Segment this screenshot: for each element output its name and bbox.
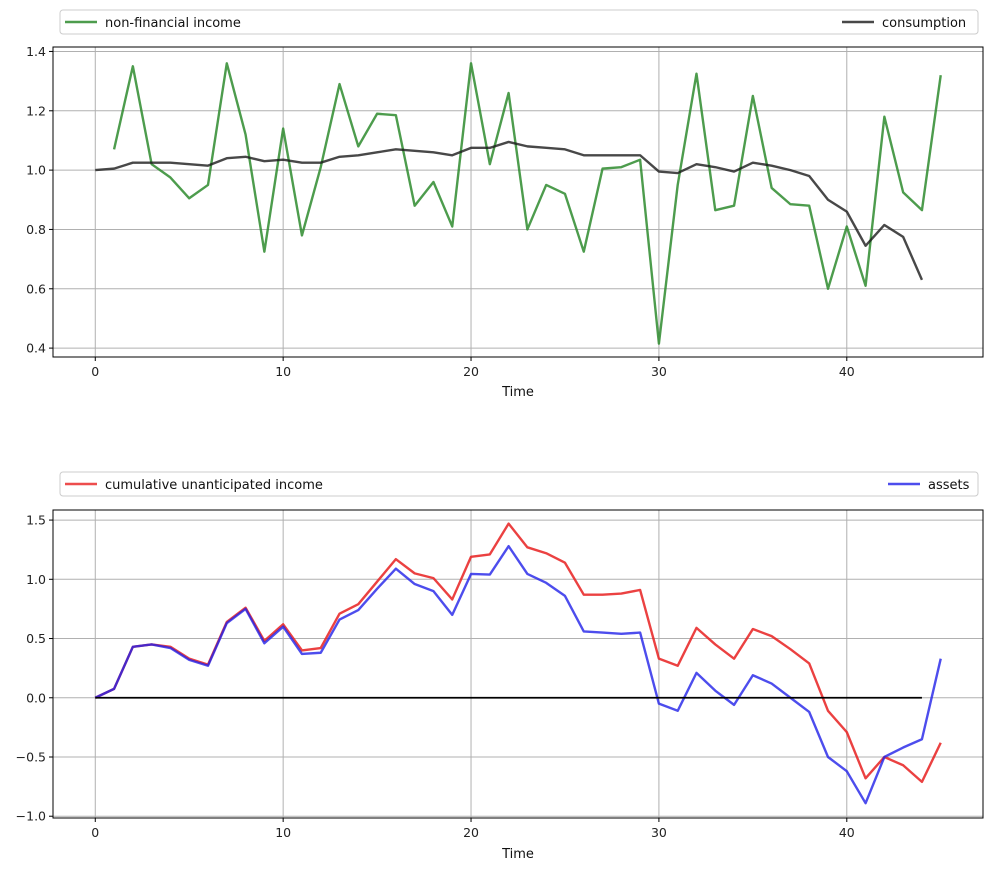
y-tick-label: 0.0	[26, 690, 46, 705]
y-tick-label: 0.5	[26, 631, 46, 646]
y-tick-label: −1.0	[16, 809, 46, 824]
y-tick-label: 1.0	[26, 163, 46, 178]
legend-label-cumulative-unanticipated-income: cumulative unanticipated income	[105, 478, 323, 493]
x-axis-title-top: Time	[501, 385, 534, 400]
unanticipated-income-assets-chart: cumulative unanticipated income assets 0…	[16, 471, 984, 862]
x-tick-label: 0	[91, 825, 99, 840]
x-tick-label: 20	[463, 825, 479, 840]
legend-top: non-financial income consumption	[59, 9, 979, 35]
y-tick-label: 1.0	[26, 572, 46, 587]
x-axis-title-bottom: Time	[501, 847, 534, 862]
ticks-bottom: 0 10 20 30 40 −1.0 −0.5 0.0 0.5 1.0 1.5	[16, 513, 855, 840]
x-tick-label: 30	[651, 825, 667, 840]
legend-label-consumption: consumption	[882, 16, 966, 31]
x-tick-label: 20	[463, 364, 479, 379]
x-tick-label: 10	[275, 364, 291, 379]
legend-bottom: cumulative unanticipated income assets	[59, 471, 979, 497]
plot-frame-bottom	[52, 509, 984, 819]
legend-box	[59, 471, 979, 497]
y-tick-label: 1.5	[26, 513, 46, 528]
series-bottom	[94, 522, 942, 805]
legend-box	[59, 9, 979, 35]
x-tick-label: 0	[91, 364, 99, 379]
y-tick-label: 1.2	[26, 103, 46, 118]
legend-label-assets: assets	[928, 478, 970, 493]
y-tick-label: 0.6	[26, 281, 46, 296]
grid-top	[53, 47, 983, 357]
x-tick-label: 10	[275, 825, 291, 840]
income-consumption-chart: non-financial income consumption 0 10 20 30…	[26, 9, 984, 400]
series-line-assets	[94, 544, 942, 805]
y-tick-label: 0.4	[26, 341, 46, 356]
y-tick-label: −0.5	[16, 749, 46, 764]
x-tick-label: 40	[839, 825, 855, 840]
series-line-non-financial-income	[112, 62, 942, 345]
ticks-top: 0 10 20 30 40 0.4 0.6 0.8 1.0 1.2 1.4	[26, 44, 855, 379]
plot-frame-top	[52, 46, 984, 358]
y-tick-label: 0.8	[26, 222, 46, 237]
x-tick-label: 40	[839, 364, 855, 379]
series-line-consumption	[95, 140, 924, 281]
legend-label-non-financial-income: non-financial income	[105, 16, 241, 31]
series-top	[95, 62, 942, 345]
x-tick-label: 30	[651, 364, 667, 379]
y-tick-label: 1.4	[26, 44, 46, 59]
